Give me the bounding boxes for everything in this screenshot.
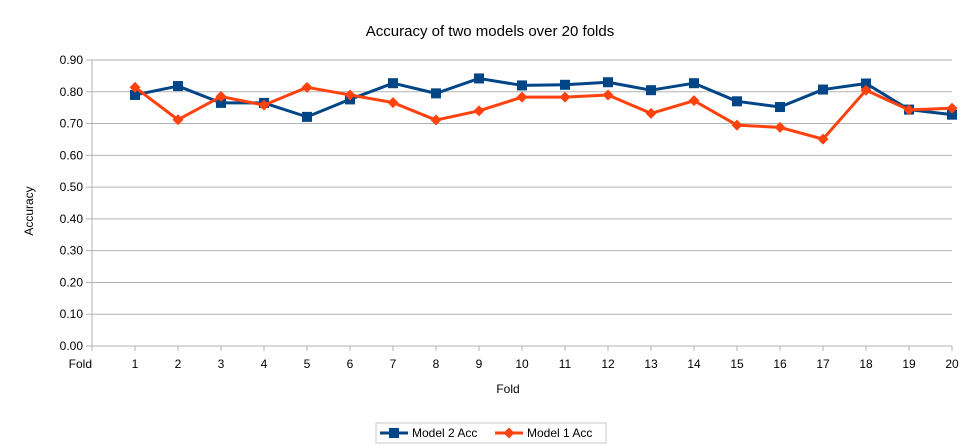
x-tick-label: 18 (859, 357, 873, 371)
data-point (688, 95, 700, 107)
data-point (817, 133, 829, 145)
y-tick-label: 0.60 (60, 148, 84, 162)
legend-swatch-marker (503, 427, 515, 439)
data-point (774, 121, 786, 133)
data-point (731, 119, 743, 131)
data-point (947, 109, 957, 120)
x-tick-label-fold: Fold (69, 357, 92, 371)
x-tick-label: 2 (175, 357, 182, 371)
data-point (172, 114, 184, 126)
data-point (388, 78, 398, 89)
grid-lines (86, 59, 952, 347)
series-1 (130, 73, 957, 122)
x-tick-label: 19 (902, 357, 916, 371)
data-point (602, 89, 614, 101)
data-point (861, 78, 871, 89)
legend: Model 2 Acc Model 1 Acc (375, 422, 607, 444)
y-tick-label: 0.50 (60, 180, 84, 194)
series-line (134, 85, 953, 141)
data-point (775, 102, 785, 113)
data-point (645, 107, 657, 119)
x-tick-label: 7 (390, 357, 397, 371)
legend-frame (375, 422, 607, 444)
data-point (559, 91, 571, 103)
data-point (516, 91, 528, 103)
x-tick-label: 13 (644, 357, 658, 371)
x-tick-label: 11 (559, 357, 572, 371)
tick-labels: 0.00 0.10 0.20 0.30 0.40 0.50 0.60 0.70 0.80 0.90… (60, 53, 959, 371)
axes (91, 60, 953, 351)
data-point (301, 81, 313, 93)
data-point (560, 79, 570, 90)
data-point (818, 84, 828, 95)
y-tick-label: 0.20 (60, 275, 84, 289)
y-tick-label: 0.30 (60, 244, 84, 258)
legend-label: Model 1 Acc (527, 426, 592, 440)
x-tick-label: 4 (261, 357, 268, 371)
x-tick-label: 9 (476, 357, 483, 371)
x-tick-label: 15 (730, 357, 744, 371)
data-point (946, 102, 958, 114)
data-point (732, 96, 742, 107)
y-tick-label: 0.80 (60, 85, 84, 99)
data-point (473, 105, 485, 117)
data-point (903, 104, 915, 116)
data-point (603, 77, 613, 88)
x-tick-label: 10 (515, 357, 529, 371)
data-point (431, 88, 441, 99)
legend-swatch-marker (389, 428, 399, 438)
x-tick-label: 6 (347, 357, 354, 371)
y-tick-label: 0.70 (60, 117, 84, 131)
data-point (215, 91, 227, 103)
data-point (387, 97, 399, 109)
series-line (134, 76, 953, 119)
data-point (689, 78, 699, 89)
data-point (474, 73, 484, 84)
data-point (216, 97, 226, 108)
series-layer (129, 73, 958, 145)
series-2 (129, 81, 958, 145)
data-point (517, 80, 527, 91)
y-tick-label: 0.40 (60, 212, 84, 226)
legend-label: Model 2 Acc (412, 426, 477, 440)
data-point (344, 89, 356, 101)
x-tick-label: 5 (304, 357, 311, 371)
x-axis-title: Fold (496, 382, 519, 396)
x-tick-label: 8 (433, 357, 440, 371)
x-tick-label: 20 (945, 357, 959, 371)
y-tick-label: 0.10 (60, 307, 84, 321)
data-point (302, 111, 312, 122)
x-tick-label: 3 (218, 357, 225, 371)
x-tick-label: 1 (132, 357, 139, 371)
data-point (860, 84, 872, 96)
y-tick-label: 0.90 (60, 53, 84, 67)
data-point (173, 81, 183, 92)
x-tick-label: 17 (816, 357, 830, 371)
data-point (430, 114, 442, 126)
x-tick-label: 14 (687, 357, 701, 371)
data-point (130, 89, 140, 100)
data-point (646, 85, 656, 96)
data-point (258, 99, 270, 111)
y-axis-title: Accuracy (22, 186, 36, 235)
chart-title: Accuracy of two models over 20 folds (366, 23, 614, 40)
x-tick-label: 16 (773, 357, 787, 371)
x-tick-label: 12 (601, 357, 615, 371)
y-tick-label: 0.00 (60, 339, 84, 353)
data-point (129, 81, 141, 93)
